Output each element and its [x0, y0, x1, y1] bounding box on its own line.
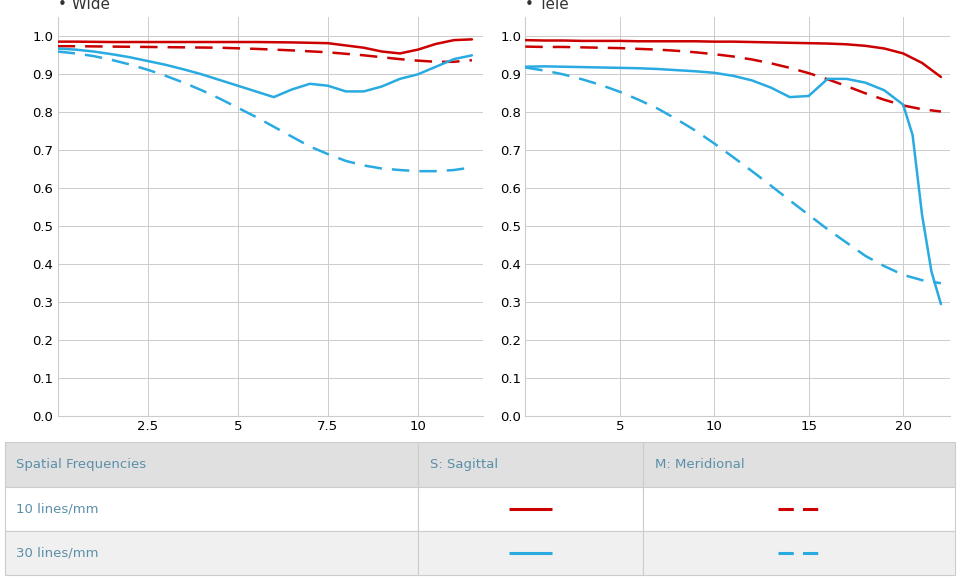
Text: M: Meridional: M: Meridional: [655, 458, 745, 471]
Text: • Tele: • Tele: [525, 0, 569, 12]
Text: S: Sagittal: S: Sagittal: [430, 458, 498, 471]
Text: 10 lines/mm: 10 lines/mm: [16, 502, 99, 516]
Text: Spatial Frequencies: Spatial Frequencies: [16, 458, 147, 471]
Text: f=4.5: f=4.5: [906, 448, 950, 463]
Text: 30 lines/mm: 30 lines/mm: [16, 547, 99, 560]
Legend: S10, M10, S30, M30: S10, M10, S30, M30: [92, 454, 448, 479]
Legend: S10, M10, S30, M30: S10, M10, S30, M30: [560, 454, 916, 479]
Text: • Wide: • Wide: [58, 0, 109, 12]
Text: f=3.5: f=3.5: [439, 448, 483, 463]
